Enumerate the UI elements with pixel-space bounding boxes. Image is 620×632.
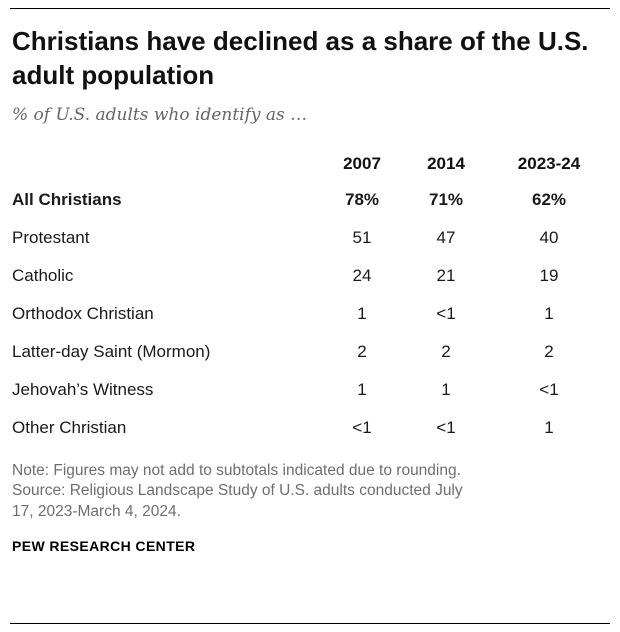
table-row: Protestant 51 47 40 xyxy=(12,219,608,257)
top-rule xyxy=(10,8,610,9)
cell-2007: <1 xyxy=(352,417,372,437)
cell-2014: 21 xyxy=(436,265,456,285)
cell-2023-24: 40 xyxy=(539,227,559,247)
column-header-2014: 2014 xyxy=(427,153,465,173)
chart-subtitle: % of U.S. adults who identify as … xyxy=(12,104,308,125)
table-row: Jehovah’s Witness 1 1 <1 xyxy=(12,371,608,409)
table-row: All Christians 78% 71% 62% xyxy=(12,181,608,219)
cell-2014: <1 xyxy=(436,417,456,437)
cell-2007: 2 xyxy=(357,341,367,361)
note-line: Note: Figures may not add to subtotals i… xyxy=(12,461,461,479)
cell-2023-24: 19 xyxy=(539,265,559,285)
cell-2014: 2 xyxy=(441,341,451,361)
column-header-2007: 2007 xyxy=(343,153,381,173)
cell-2007: 1 xyxy=(357,303,367,323)
row-label: Latter-day Saint (Mormon) xyxy=(12,341,211,361)
table-header-row: 2007 2014 2023-24 xyxy=(12,147,608,181)
source-line-continued: 17, 2023-March 4, 2024. xyxy=(12,502,181,520)
row-label: Protestant xyxy=(12,227,90,247)
religion-share-table: 2007 2014 2023-24 All Christians 78% 71%… xyxy=(12,147,608,447)
bottom-rule xyxy=(10,623,610,624)
cell-2007: 78% xyxy=(344,189,380,209)
row-label: Catholic xyxy=(12,265,74,285)
cell-2007: 24 xyxy=(352,265,372,285)
table-row: Other Christian <1 <1 1 xyxy=(12,409,608,447)
table-row: Catholic 24 21 19 xyxy=(12,257,608,295)
cell-2023-24: 62% xyxy=(531,189,567,209)
table-row: Orthodox Christian 1 <1 1 xyxy=(12,295,608,333)
cell-2023-24: 2 xyxy=(544,341,554,361)
row-label: Orthodox Christian xyxy=(12,303,154,323)
row-label: All Christians xyxy=(12,189,122,209)
cell-2007: 51 xyxy=(352,227,372,247)
cell-2014: 71% xyxy=(428,189,464,209)
cell-2007: 1 xyxy=(357,379,367,399)
page-title: Christians have declined as a share of t… xyxy=(12,26,589,90)
table-row: Latter-day Saint (Mormon) 2 2 2 xyxy=(12,333,608,371)
cell-2014: 47 xyxy=(436,227,456,247)
row-label: Other Christian xyxy=(12,417,127,437)
pew-research-center-logo-text: PEW RESEARCH CENTER xyxy=(12,537,196,554)
column-header-2023-24: 2023-24 xyxy=(517,153,581,173)
cell-2014: 1 xyxy=(441,379,451,399)
cell-2023-24: <1 xyxy=(539,379,559,399)
cell-2023-24: 1 xyxy=(544,303,554,323)
content: Christians have declined as a share of t… xyxy=(10,9,610,623)
source-line: Source: Religious Landscape Study of U.S… xyxy=(12,482,463,500)
cell-2014: <1 xyxy=(436,303,456,323)
row-label: Jehovah’s Witness xyxy=(12,379,154,399)
note-block: Note: Figures may not add to subtotals i… xyxy=(12,461,608,522)
cell-2023-24: 1 xyxy=(544,417,554,437)
